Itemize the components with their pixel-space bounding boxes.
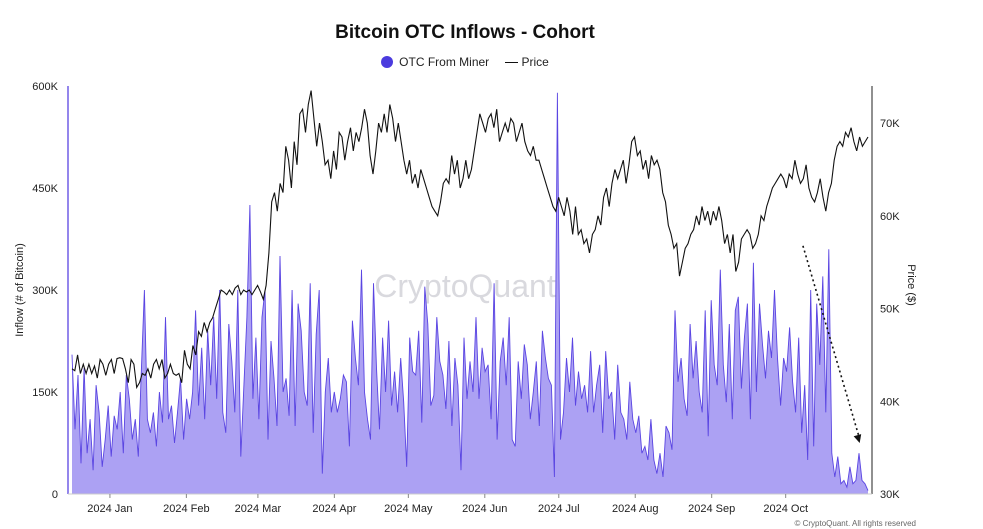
otc-area-layer [71, 92, 869, 495]
copyright-footer: © CryptoQuant. All rights reserved [794, 519, 917, 528]
annotation-layer [802, 245, 862, 443]
x-tick-label: 2024 Feb [163, 503, 209, 515]
y-right-tick-label: 60K [880, 211, 900, 223]
y-left-axis-title: Inflow (# of Bitcoin) [14, 243, 26, 337]
annotation-arrow-head [853, 434, 862, 443]
chart-legend: OTC From Miner Price [0, 54, 930, 69]
x-tick-label: 2024 Jul [538, 503, 580, 515]
x-tick-label: 2024 Apr [312, 503, 356, 515]
y-right-axis-title: Price ($) [905, 264, 917, 306]
x-tick-label: 2024 Jun [462, 503, 507, 515]
watermark-text: CryptoQuant [374, 268, 556, 304]
x-tick-label: 2024 Jan [87, 503, 132, 515]
price-line-layer [71, 90, 869, 390]
otc-area-fill [72, 92, 868, 495]
y-right-tick-label: 40K [880, 396, 900, 408]
y-left-tick-label: 450K [32, 183, 58, 195]
otc-area-line [71, 92, 869, 491]
annotation-arrow-line [802, 245, 861, 440]
y-right-tick-label: 30K [880, 489, 900, 501]
x-tick-label: 2024 Sep [688, 503, 735, 515]
y-right-tick-label: 50K [880, 304, 900, 316]
price-line [71, 90, 869, 390]
x-axis: 2024 Jan 2024 Feb 2024 Mar 2024 Apr 2024 May… [68, 493, 872, 515]
y-left-tick-label: 0 [52, 489, 58, 501]
y-left-tick-label: 600K [32, 81, 58, 93]
legend-swatch-dot [381, 56, 394, 69]
legend-swatch-line [504, 61, 518, 63]
legend-label-otc: OTC From Miner [399, 55, 490, 70]
y-left-tick-label: 300K [32, 285, 58, 297]
x-tick-label: 2024 Aug [612, 503, 659, 515]
y-left-tick-label: 150K [32, 387, 58, 399]
y-right-tick-label: 70K [880, 118, 900, 130]
legend-item-otc-from-miner[interactable]: OTC From Miner [381, 54, 489, 69]
legend-label-price: Price [521, 55, 549, 70]
right-axis: 30K 40K 50K 60K 70K [871, 86, 900, 501]
x-tick-label: 2024 Oct [763, 503, 808, 515]
left-axis: 0 150K 300K 450K 600K [32, 81, 69, 501]
legend-item-price[interactable]: Price [504, 54, 549, 70]
x-tick-label: 2024 May [384, 503, 433, 515]
x-tick-label: 2024 Mar [235, 503, 282, 515]
chart-title: Bitcoin OTC Inflows - Cohort [335, 22, 595, 43]
